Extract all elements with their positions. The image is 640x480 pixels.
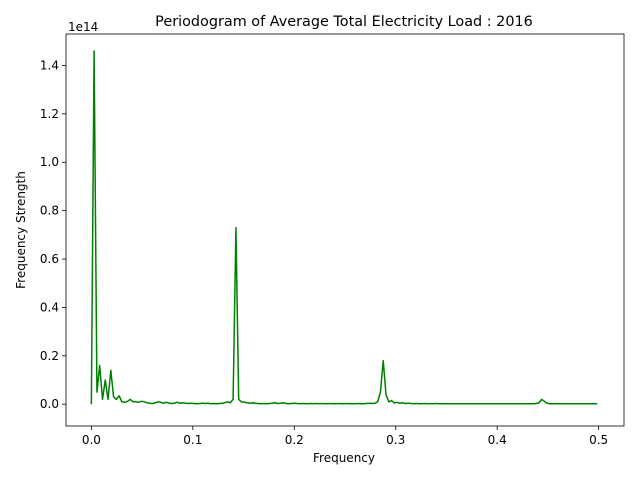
y-tick-label: 1.4 <box>40 58 59 72</box>
plot-area <box>90 50 598 405</box>
y-tick-label: 0.2 <box>40 349 59 363</box>
x-tick-label: 0.0 <box>82 433 101 447</box>
series-line <box>90 50 598 405</box>
x-axis-label: Frequency <box>313 451 375 465</box>
y-tick-label: 0.6 <box>40 252 59 266</box>
x-tick-label: 0.2 <box>285 433 304 447</box>
chart-title: Periodogram of Average Total Electricity… <box>155 14 533 30</box>
axes-frame <box>65 33 625 427</box>
x-tick-label: 0.1 <box>183 433 202 447</box>
x-axis: 0.0 0.1 0.2 0.3 0.4 0.5 <box>82 426 608 447</box>
y-axis-label: Frequency Strength <box>14 171 28 289</box>
y-tick-label: 0.0 <box>40 397 59 411</box>
y-tick-label: 1.0 <box>40 155 59 169</box>
x-tick-label: 0.3 <box>386 433 405 447</box>
y-offset-label: 1e14 <box>68 20 98 34</box>
y-axis: 0.0 0.2 0.4 0.6 0.8 1.0 1.2 1.4 <box>40 58 66 411</box>
y-tick-label: 0.8 <box>40 204 59 218</box>
y-tick-label: 0.4 <box>40 300 59 314</box>
x-tick-label: 0.5 <box>589 433 608 447</box>
y-tick-label: 1.2 <box>40 107 59 121</box>
x-tick-label: 0.4 <box>488 433 507 447</box>
